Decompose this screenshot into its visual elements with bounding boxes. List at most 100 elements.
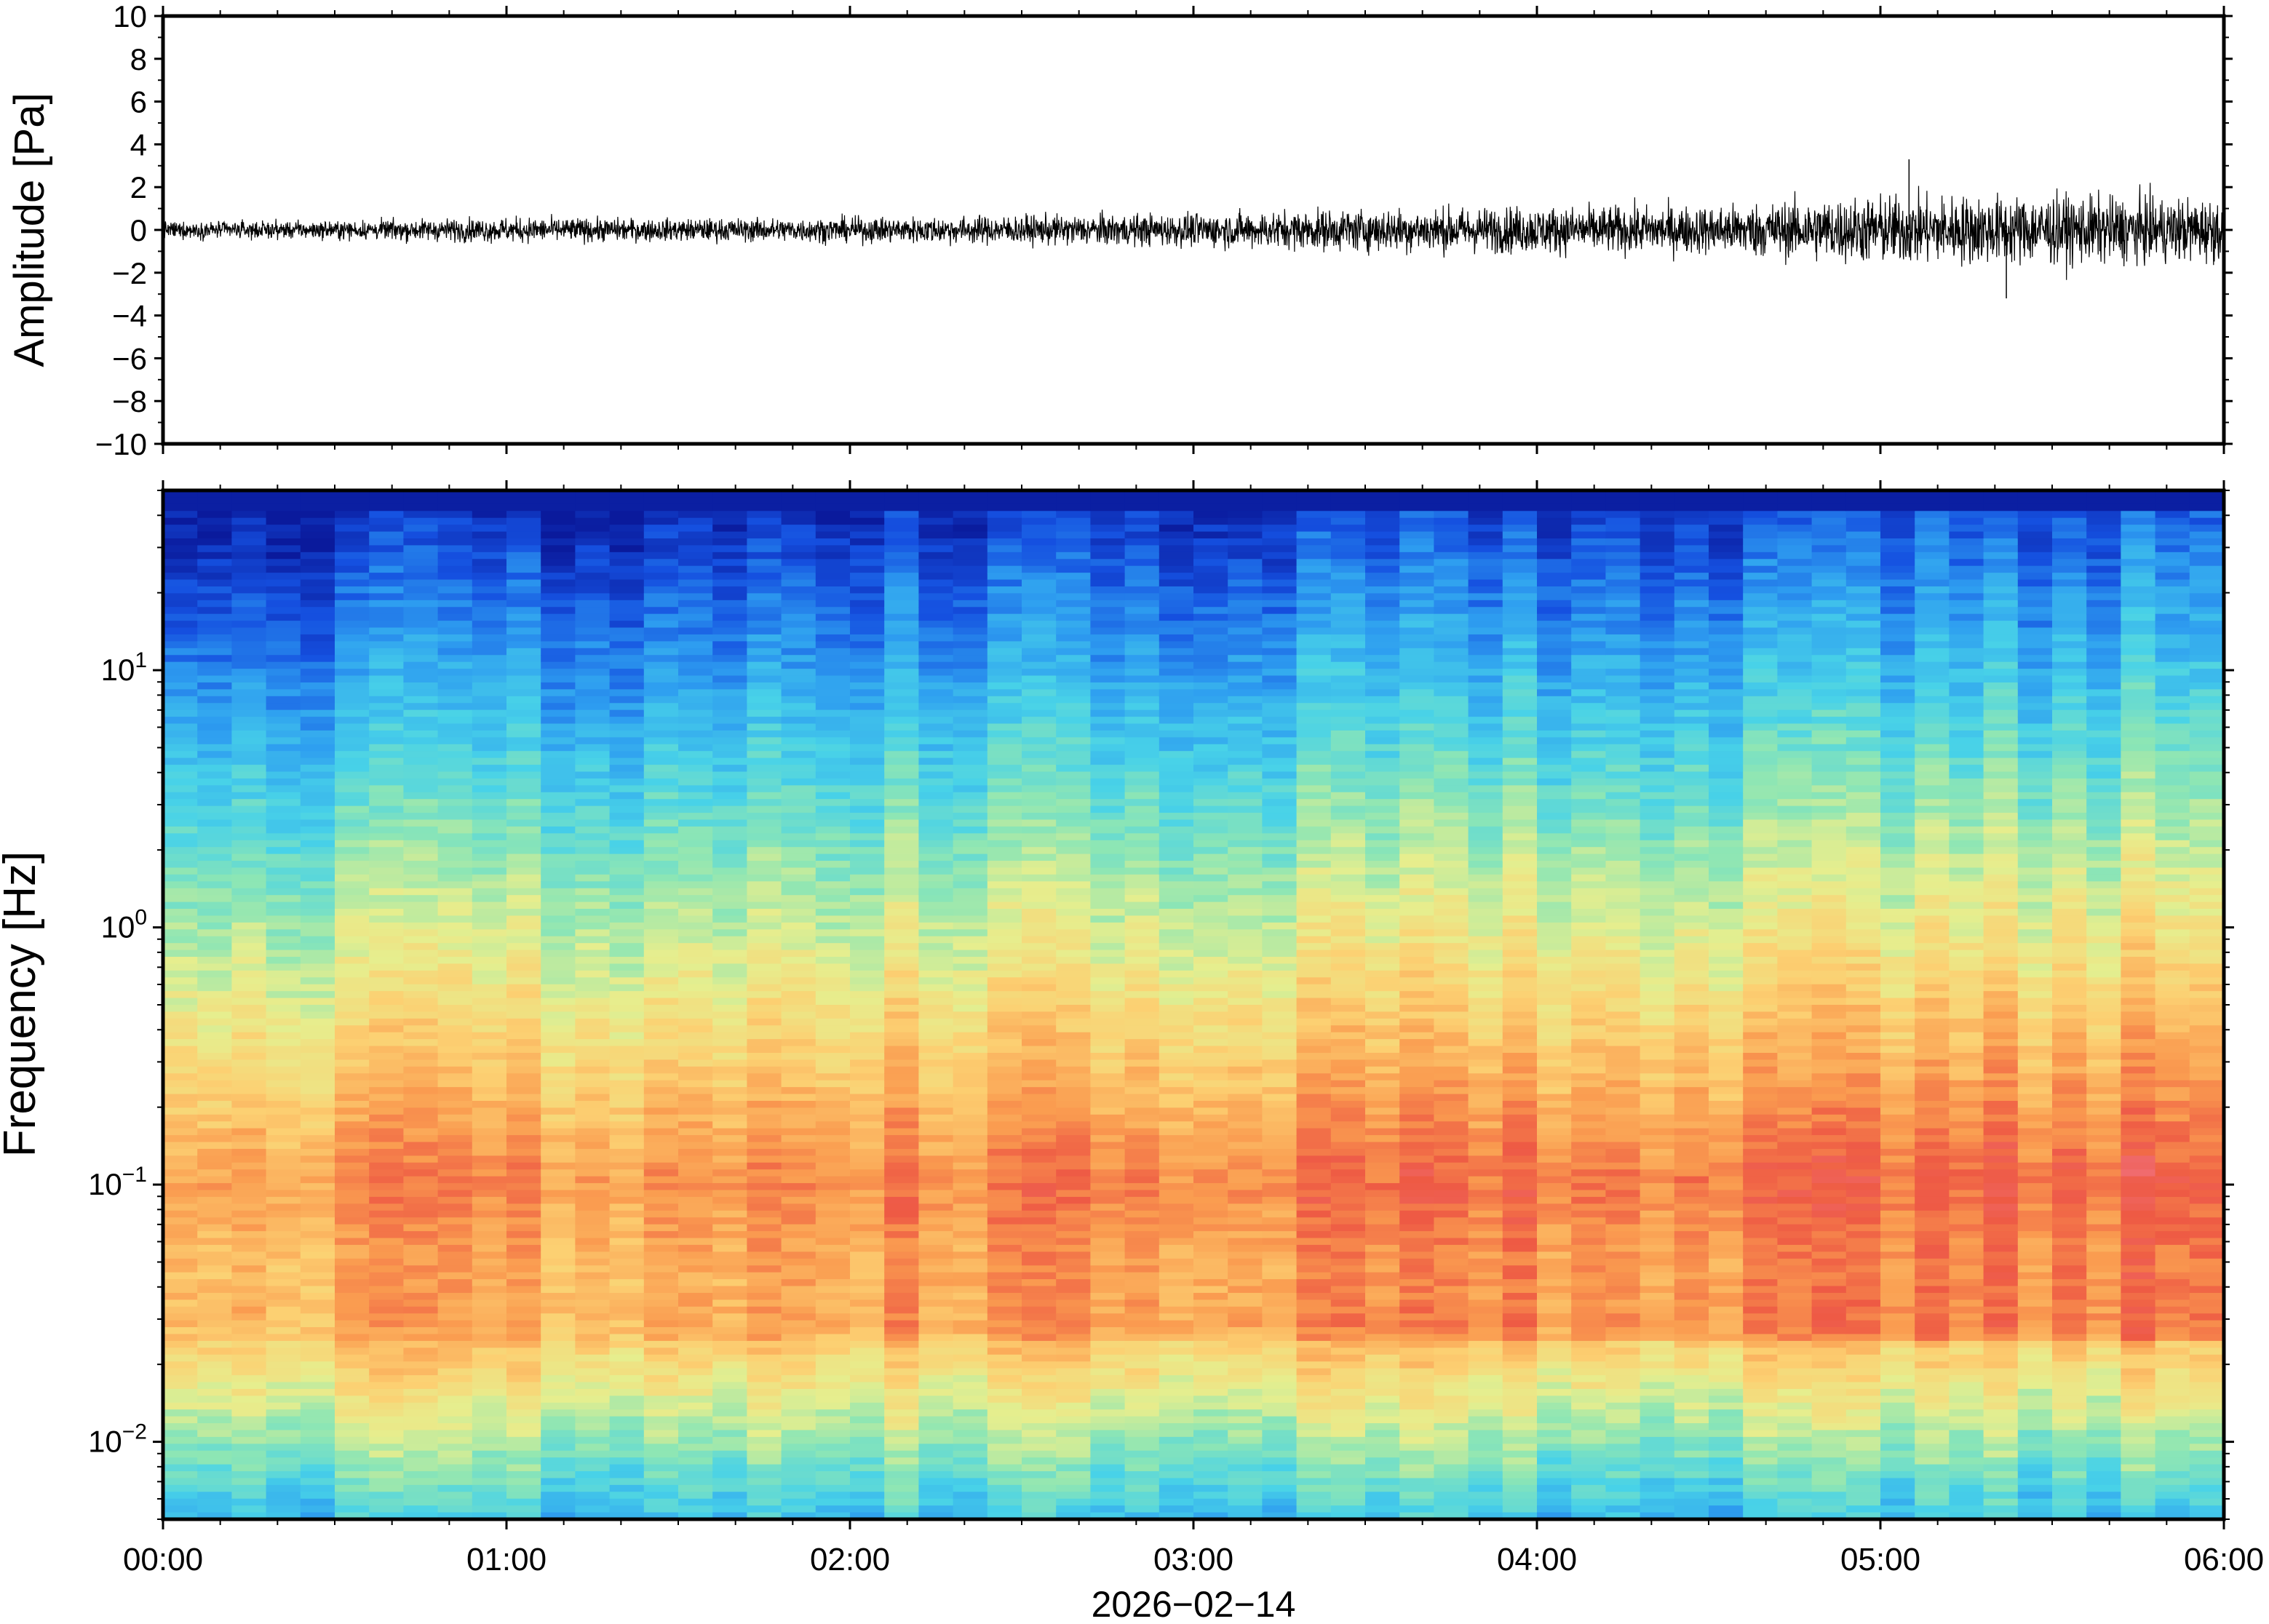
spectrogram-cell	[437, 634, 473, 642]
spectrogram-cell	[369, 1299, 405, 1307]
spectrogram-cell	[1090, 1492, 1126, 1500]
spectrogram-cell	[1056, 1052, 1092, 1061]
spectrogram-cell	[1193, 805, 1228, 813]
spectrogram-cell	[163, 977, 198, 985]
spectrogram-cell	[163, 717, 198, 725]
spectrogram-cell	[1124, 1217, 1160, 1225]
spectrogram-cell	[541, 737, 576, 745]
spectrogram-cell	[197, 1464, 233, 1472]
spectrogram-cell	[335, 1478, 370, 1486]
spectrogram-cell	[747, 1409, 782, 1417]
spectrogram-cell	[987, 1114, 1022, 1123]
spectrogram-cell	[472, 826, 507, 835]
spectrogram-cell	[1090, 1306, 1126, 1314]
spectrogram-cell	[437, 984, 473, 992]
spectrogram-cell	[747, 1094, 782, 1102]
spectrogram-cell	[369, 1094, 405, 1102]
spectrogram-cell	[678, 998, 713, 1006]
spectrogram-cell	[1022, 613, 1057, 621]
spectrogram-cell	[1159, 717, 1194, 725]
spectrogram-cell	[1022, 957, 1057, 965]
spectrogram-cell	[850, 1272, 885, 1280]
spectrogram-cell	[1056, 730, 1092, 739]
spectrogram-cell	[953, 600, 988, 608]
spectrogram-cell	[575, 627, 611, 635]
spectrogram-cell	[1159, 511, 1194, 519]
spectrogram-cell	[472, 1073, 507, 1081]
spectrogram-cell	[403, 1286, 439, 1294]
spectrogram-cell	[747, 970, 782, 979]
spectrogram-cell	[815, 813, 851, 821]
spectrogram-cell	[541, 1039, 576, 1047]
spectrogram-cell	[403, 1169, 439, 1177]
spectrogram-cell	[1228, 771, 1263, 779]
spectrogram-cell	[1193, 669, 1228, 677]
spectrogram-cell	[643, 655, 679, 663]
spectrogram-cell	[472, 545, 507, 553]
spectrogram-cell	[1022, 1142, 1057, 1150]
spectrogram-cell	[300, 888, 335, 896]
spectrogram-cell	[231, 1059, 267, 1067]
spectrogram-cell	[335, 1444, 370, 1452]
spectrogram-cell	[747, 1348, 782, 1356]
spectrogram-cell	[643, 1375, 679, 1383]
spectrogram-cell	[678, 1464, 713, 1472]
spectrogram-cell	[747, 785, 782, 793]
spectrogram-cell	[747, 1444, 782, 1452]
spectrogram-cell	[541, 661, 576, 669]
spectrogram-cell	[609, 1039, 645, 1047]
spectrogram-cell	[1056, 1210, 1092, 1219]
spectrogram-cell	[506, 1498, 541, 1506]
spectrogram-cell	[231, 490, 267, 498]
spectrogram-cell	[369, 552, 405, 560]
spectrogram-cell	[987, 1471, 1022, 1479]
spectrogram-cell	[712, 1444, 748, 1452]
spectrogram-cell	[850, 696, 885, 704]
spectrogram-cell	[335, 1025, 370, 1033]
spectrogram-cell	[953, 1279, 988, 1287]
spectrogram-cell	[197, 559, 233, 567]
spectrogram-cell	[1124, 1299, 1160, 1307]
spectrogram-cell	[197, 771, 233, 779]
spectrogram-cell	[609, 1313, 645, 1321]
spectrogram-cell	[850, 1073, 885, 1081]
spectrogram-cell	[266, 641, 301, 649]
spectrogram-cell	[781, 901, 816, 909]
spectrogram-cell	[850, 538, 885, 546]
spectrogram-cell	[678, 1409, 713, 1417]
spectrogram-cell	[437, 600, 473, 608]
spectrogram-cell	[850, 1265, 885, 1273]
spectrogram-cell	[1124, 607, 1160, 615]
spectrogram-cell	[541, 805, 576, 813]
spectrogram-cell	[1056, 819, 1092, 827]
spectrogram-cell	[437, 1478, 473, 1486]
spectrogram-cell	[712, 689, 748, 697]
spectrogram-cell	[506, 1375, 541, 1383]
spectrogram-cell	[506, 1340, 541, 1349]
spectrogram-cell	[300, 682, 335, 690]
spectrogram-cell	[163, 1114, 198, 1123]
spectrogram-cell	[300, 573, 335, 581]
spectrogram-cell	[335, 991, 370, 999]
spectrogram-cell	[403, 1135, 439, 1143]
spectrogram-cell	[506, 765, 541, 773]
spectrogram-cell	[781, 1464, 816, 1472]
spectrogram-cell	[231, 1464, 267, 1472]
spectrogram-cell	[815, 1121, 851, 1129]
spectrogram-cell	[987, 765, 1022, 773]
spectrogram-cell	[1090, 970, 1126, 979]
spectrogram-cell	[1262, 613, 1298, 621]
spectrogram-cell	[678, 1176, 713, 1184]
spectrogram-cell	[541, 936, 576, 944]
spectrogram-cell	[815, 909, 851, 917]
spectrogram-cell	[747, 503, 782, 512]
spectrogram-cell	[541, 1382, 576, 1390]
spectrogram-cell	[1262, 833, 1298, 841]
spectrogram-cell	[472, 888, 507, 896]
spectrogram-cell	[437, 888, 473, 896]
spectrogram-cell	[335, 1032, 370, 1040]
spectrogram-cell	[712, 819, 748, 827]
spectrogram-cell	[987, 819, 1022, 827]
spectrogram-cell	[1193, 847, 1228, 855]
spectrogram-cell	[1124, 709, 1160, 717]
